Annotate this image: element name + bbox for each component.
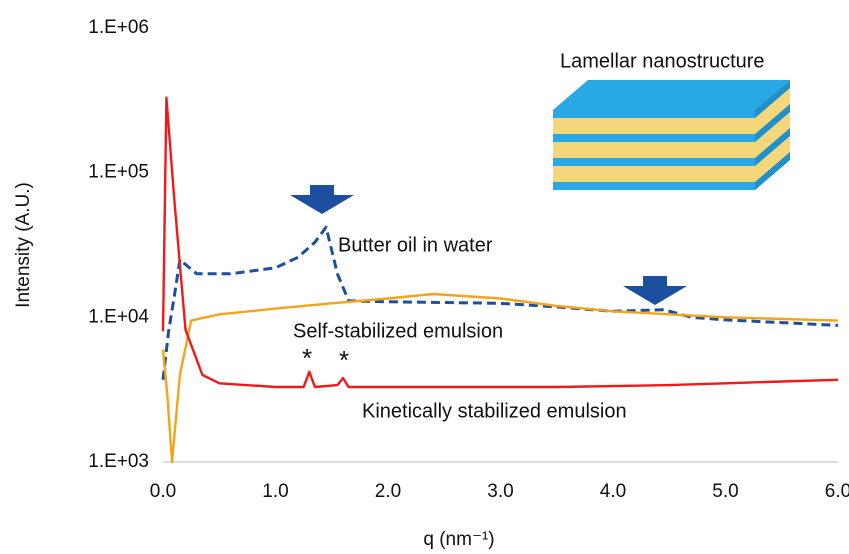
x-tick-label: 0.0	[150, 481, 176, 502]
annotation: Self-stabilized emulsion	[293, 320, 503, 342]
x-tick-label: 5.0	[712, 481, 738, 502]
x-tick-label: 4.0	[600, 481, 626, 502]
series-line	[163, 294, 838, 462]
y-tick-label: 1.E+03	[88, 451, 149, 472]
arrow	[623, 276, 687, 305]
lamellar-illustration	[553, 80, 790, 190]
series-line	[163, 227, 838, 380]
x-tick-label: 3.0	[487, 481, 513, 502]
annotation: Lamellar nanostructure	[560, 50, 765, 72]
x-axis-title: q (nm⁻¹)	[423, 529, 494, 550]
x-tick-label: 1.0	[262, 481, 288, 502]
annotation: *	[302, 343, 312, 373]
x-tick-label: 2.0	[375, 481, 401, 502]
arrow	[290, 185, 354, 214]
annotation: Butter oil in water	[338, 234, 493, 256]
annotation: Kinetically stabilized emulsion	[362, 400, 627, 422]
annotation: *	[339, 345, 349, 375]
y-tick-label: 1.E+06	[88, 17, 149, 38]
chart: q (nm⁻¹) Intensity (A.U.) 1.E+03 1.E+04 1.…	[0, 0, 849, 554]
y-tick-label: 1.E+05	[88, 162, 149, 183]
y-axis-title: Intensity (A.U.)	[13, 182, 34, 308]
y-tick-label: 1.E+04	[88, 306, 149, 327]
x-tick-label: 6.0	[825, 481, 849, 502]
